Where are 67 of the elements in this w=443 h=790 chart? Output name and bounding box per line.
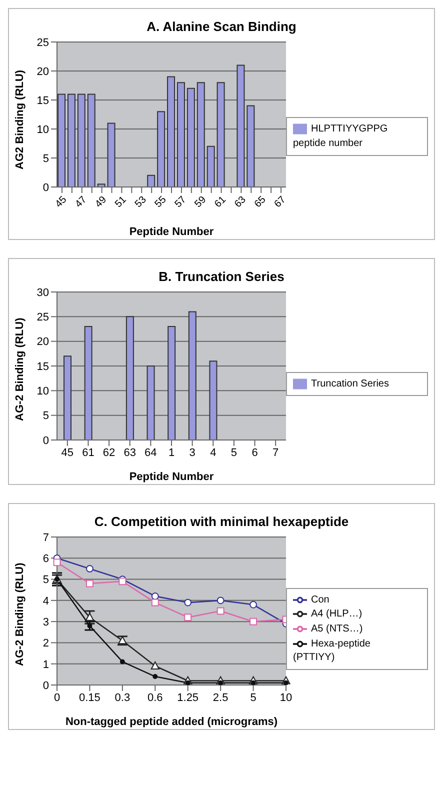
x-tick-label: 64 [144, 446, 157, 459]
x-tick-label: 0.15 [79, 692, 100, 704]
y-tick-label: 20 [36, 66, 49, 78]
y-tick-label: 5 [42, 574, 49, 586]
y-tick-label: 2 [42, 638, 49, 650]
x-tick-label: 53 [133, 194, 150, 210]
y-tick-label: 10 [36, 386, 49, 398]
x-tick-label: 61 [212, 194, 229, 210]
y-tick-label: 25 [36, 36, 49, 49]
chart-title: C. Competition with minimal hexapeptide [93, 513, 350, 529]
y-tick-label: 4 [42, 595, 49, 608]
y-tick-label: 7 [42, 532, 49, 544]
x-tick-label: 67 [272, 194, 288, 210]
y-tick-label: 5 [42, 410, 49, 422]
x-tick-label: 55 [153, 194, 169, 210]
x-axis-title: Non-tagged peptide added (micrograms) [65, 716, 278, 728]
y-tick-label: 10 [36, 124, 49, 136]
y-tick-label: 0 [42, 680, 49, 692]
x-tick-label: 61 [82, 446, 94, 459]
y-tick-label: 0 [42, 182, 49, 194]
x-tick-label: 2.5 [212, 692, 228, 704]
chart-title: B. Truncation Series [158, 268, 286, 284]
x-tick-label: 62 [102, 446, 116, 459]
x-tick-label: 1 [168, 446, 175, 459]
x-tick-label: 57 [172, 194, 189, 210]
x-tick-label: 45 [53, 194, 70, 210]
y-axis-title: AG-2 Binding (RLU) [14, 562, 26, 666]
x-tick-label: 0 [54, 692, 60, 704]
x-axis-title: Peptide Number [129, 226, 214, 238]
legend-label: Con [311, 594, 330, 606]
x-tick-label: 59 [192, 194, 209, 210]
y-tick-label: 6 [42, 553, 49, 566]
y-tick-label: 15 [36, 94, 49, 107]
y-axis-title: AG2 Binding (RLU) [14, 70, 26, 170]
x-tick-label: 0.3 [114, 692, 130, 704]
x-tick-label: 65 [252, 194, 269, 210]
x-tick-label: 4 [210, 446, 216, 459]
legend-label: Truncation Series [311, 378, 389, 390]
x-tick-label: 7 [272, 446, 279, 459]
legend-label: Hexa-peptide (PTTIYY) [293, 638, 370, 664]
y-tick-label: 20 [36, 336, 49, 348]
y-tick-label: 5 [42, 152, 49, 165]
x-tick-label: 0.6 [147, 692, 163, 704]
x-tick-label: 45 [61, 446, 74, 459]
x-tick-label: 63 [232, 194, 249, 210]
x-tick-label: 5 [230, 446, 238, 459]
y-tick-label: 1 [42, 658, 49, 671]
legend-label: HLPTTIYYGPPG peptide number [293, 124, 388, 149]
y-tick-label: 25 [36, 312, 49, 324]
legend-label: A4 (HLP…) [311, 609, 362, 620]
x-tick-label: 51 [113, 194, 130, 210]
y-tick-label: 0 [42, 434, 49, 447]
x-tick-label: 47 [73, 194, 90, 210]
x-tick-label: 1.25 [177, 692, 199, 704]
legend-label: A5 (NTS…) [311, 624, 363, 635]
x-tick-label: 10 [280, 692, 292, 704]
y-tick-label: 3 [42, 616, 49, 628]
chart-title: A. Alanine Scan Binding [146, 18, 298, 34]
x-tick-label: 63 [124, 446, 136, 459]
x-tick-label: 49 [93, 194, 110, 210]
y-tick-label: 30 [36, 286, 49, 299]
y-axis-title: AG-2 Binding (RLU) [14, 317, 26, 421]
x-tick-label: 6 [252, 446, 258, 459]
x-axis-title: Peptide Number [129, 471, 214, 483]
x-tick-label: 3 [189, 446, 196, 459]
x-tick-label: 5 [250, 692, 256, 704]
y-tick-label: 15 [36, 360, 49, 373]
